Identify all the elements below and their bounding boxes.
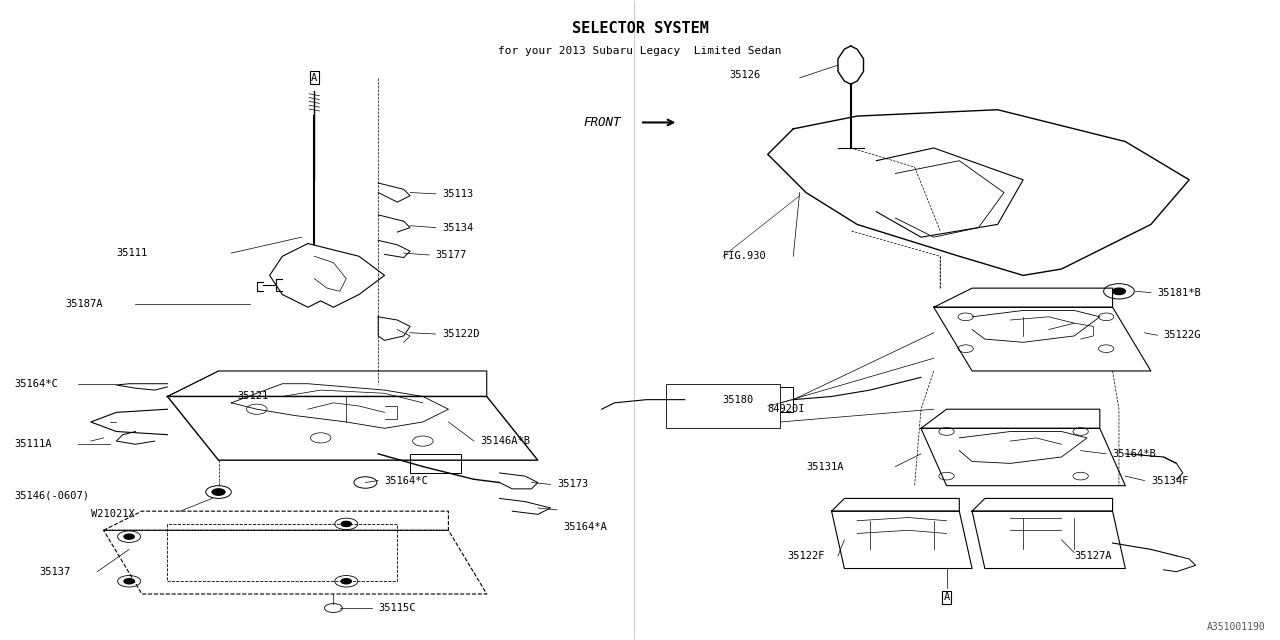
Circle shape: [342, 522, 351, 527]
Bar: [685, 387, 794, 412]
Text: 35146A*B: 35146A*B: [480, 436, 530, 446]
Text: 35177: 35177: [435, 250, 467, 260]
Circle shape: [212, 489, 225, 495]
Text: 35121: 35121: [238, 392, 269, 401]
Text: W21021X: W21021X: [91, 509, 134, 519]
Text: SELECTOR SYSTEM: SELECTOR SYSTEM: [572, 20, 708, 35]
Text: FRONT: FRONT: [584, 116, 621, 129]
Text: for your 2013 Subaru Legacy  Limited Sedan: for your 2013 Subaru Legacy Limited Seda…: [498, 46, 782, 56]
Circle shape: [342, 579, 351, 584]
Text: 35126: 35126: [730, 70, 760, 79]
Text: 84920I: 84920I: [768, 404, 805, 414]
Circle shape: [124, 534, 134, 540]
Text: 35187A: 35187A: [65, 299, 102, 309]
Text: 35164*B: 35164*B: [1112, 449, 1156, 459]
Text: 35164*A: 35164*A: [563, 522, 607, 532]
Text: 35113: 35113: [442, 189, 474, 199]
Text: A: A: [943, 592, 950, 602]
Text: FIG.930: FIG.930: [723, 252, 767, 261]
Text: 35122G: 35122G: [1164, 330, 1201, 340]
Text: 35122D: 35122D: [442, 329, 480, 339]
Text: A351001190: A351001190: [1207, 622, 1266, 632]
Text: 35111: 35111: [116, 248, 147, 258]
Text: 35134: 35134: [442, 223, 474, 232]
Text: 35111A: 35111A: [14, 439, 51, 449]
Circle shape: [1112, 288, 1125, 294]
Text: 35127A: 35127A: [1074, 551, 1112, 561]
Text: 35146(-0607): 35146(-0607): [14, 490, 90, 500]
Text: 35134F: 35134F: [1151, 476, 1188, 486]
Text: 35164*C: 35164*C: [384, 476, 429, 486]
Text: A: A: [311, 73, 317, 83]
Bar: [410, 454, 461, 473]
Bar: [168, 524, 397, 581]
Text: 35115C: 35115C: [378, 603, 416, 613]
Bar: [666, 384, 781, 428]
Circle shape: [124, 579, 134, 584]
Text: 35173: 35173: [557, 479, 589, 490]
Text: 35122F: 35122F: [787, 551, 824, 561]
Text: 35131A: 35131A: [806, 461, 844, 472]
Text: 35181*B: 35181*B: [1157, 287, 1201, 298]
Text: 35180: 35180: [723, 395, 754, 404]
Text: 35137: 35137: [40, 566, 70, 577]
Text: 35164*C: 35164*C: [14, 379, 58, 388]
